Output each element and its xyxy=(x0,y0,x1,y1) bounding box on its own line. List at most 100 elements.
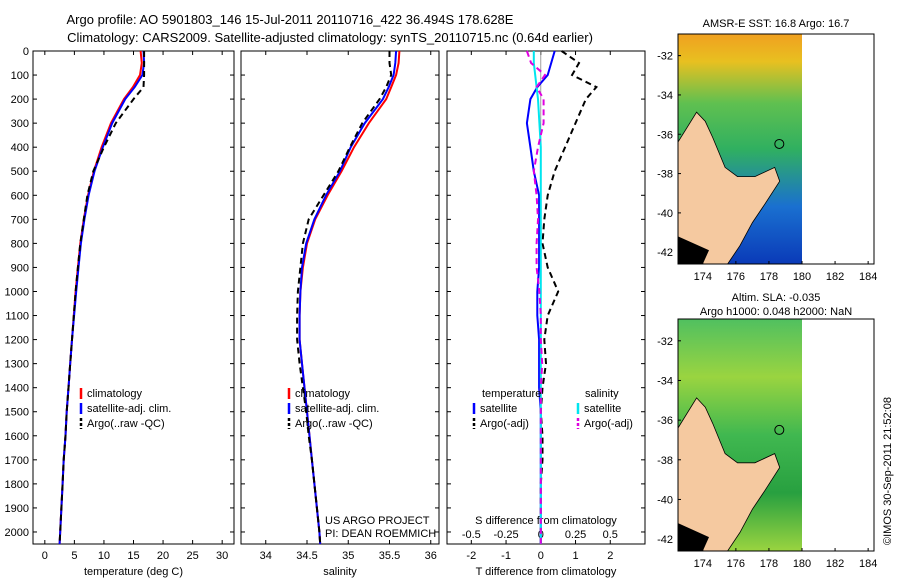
map-xtick-label: 180 xyxy=(793,558,811,570)
ytick-label: 1100 xyxy=(5,311,29,323)
ytick-label: 700 xyxy=(11,214,29,226)
series-salinity-satellite-adj--clim- xyxy=(298,50,398,545)
land-new-zealand xyxy=(677,397,781,552)
map-xtick-label: 184 xyxy=(859,558,877,570)
map-ytick-label: -42 xyxy=(657,534,673,546)
title-line-2: Climatology: CARS2009. Satellite-adjuste… xyxy=(67,30,593,45)
map-blank-1 xyxy=(802,319,874,551)
legend-label: Argo(..raw -QC) xyxy=(87,418,165,430)
series-temperature-argo---raw--qc- xyxy=(58,51,146,545)
ytick-label: 1800 xyxy=(5,479,29,491)
xtick-top-label: 0.5 xyxy=(603,529,618,541)
ytick-label: 0 xyxy=(23,46,29,58)
legend-label: Argo(-adj) xyxy=(584,418,633,430)
map-subtitle-1: Argo h1000: 0.048 h2000: NaN xyxy=(700,306,852,318)
ytick-label: 600 xyxy=(11,190,29,202)
xtick-label-difference: 0 xyxy=(538,550,544,562)
series-salinity-argo---raw--qc- xyxy=(296,51,393,545)
ytick-label: 1000 xyxy=(5,286,29,298)
map-ytick-label: -32 xyxy=(657,336,673,348)
map-blank-0 xyxy=(802,34,874,264)
map-ytick-label: -32 xyxy=(657,51,673,63)
panel-frame-difference xyxy=(446,50,646,545)
xtick-label-salinity: 35.5 xyxy=(379,550,400,562)
xtick-label-salinity: 34.5 xyxy=(296,550,317,562)
ytick-label: 1700 xyxy=(5,455,29,467)
ytick-label: 1600 xyxy=(5,431,29,443)
map-xtick-label: 176 xyxy=(727,271,745,283)
ytick-label: 1900 xyxy=(5,503,29,515)
land-new-zealand xyxy=(677,111,781,265)
legend-header: temperature xyxy=(482,388,541,400)
ytick-label: 300 xyxy=(11,118,29,130)
xtick-top-label: -0.25 xyxy=(494,529,519,541)
xlabel-salinity: salinity xyxy=(323,566,357,578)
map-frame-1 xyxy=(677,318,875,552)
xtick-label-temperature: 5 xyxy=(71,550,77,562)
xtick-label-temperature: 30 xyxy=(216,550,228,562)
series-difference-t-argo--adj- xyxy=(539,50,599,544)
xtick-label-difference: -2 xyxy=(466,550,476,562)
ytick-label: 1300 xyxy=(5,359,29,371)
map-xtick-label: 178 xyxy=(760,271,778,283)
ytick-label: 2000 xyxy=(5,527,29,539)
xtick-top-label: 0.25 xyxy=(565,529,586,541)
map-xtick-label: 174 xyxy=(694,558,712,570)
legend-label: Argo(-adj) xyxy=(480,418,529,430)
ytick-label: 100 xyxy=(11,70,29,82)
series-salinity-climatology xyxy=(298,50,401,545)
map-ytick-label: -38 xyxy=(657,169,673,181)
map-ytick-label: -34 xyxy=(657,90,673,102)
map-ytick-label: -40 xyxy=(657,208,673,220)
xtick-label-difference: -1 xyxy=(501,550,511,562)
xtick-label-salinity: 36 xyxy=(425,550,437,562)
series-temperature-satellite-adj--clim- xyxy=(58,50,146,545)
legend-label: Argo(..raw -QC) xyxy=(295,418,373,430)
argo-location-marker xyxy=(774,424,785,435)
legend-header: salinity xyxy=(585,388,619,400)
ytick-label: 1200 xyxy=(5,335,29,347)
map-xtick-label: 182 xyxy=(826,558,844,570)
legend-label: satellite-adj. clim. xyxy=(87,403,171,415)
xlabel-temperature: temperature (deg C) xyxy=(84,566,183,578)
ytick-label: 1400 xyxy=(5,383,29,395)
map-ytick-label: -42 xyxy=(657,247,673,259)
xtick-label-difference: 1 xyxy=(572,550,578,562)
xtick-label-temperature: 20 xyxy=(157,550,169,562)
map-title-1: Altim. SLA: -0.035 xyxy=(732,292,821,304)
legend-label: climatology xyxy=(87,388,143,400)
xtick-label-temperature: 25 xyxy=(186,550,198,562)
map-ytick-label: -40 xyxy=(657,494,673,506)
ytick-label: 200 xyxy=(11,94,29,106)
project-annotation: US ARGO PROJECT xyxy=(325,515,430,527)
title-line-1: Argo profile: AO 5901803_146 15-Jul-2011… xyxy=(66,12,514,27)
map-xtick-label: 178 xyxy=(760,558,778,570)
map-title-0: AMSR-E SST: 16.8 Argo: 16.7 xyxy=(703,18,850,30)
series-temperature-climatology xyxy=(58,50,143,545)
ytick-label: 1500 xyxy=(5,407,29,419)
map-xtick-label: 180 xyxy=(793,271,811,283)
map-xtick-label: 184 xyxy=(859,271,877,283)
xtick-label-salinity: 34 xyxy=(260,550,272,562)
land-south-island xyxy=(678,236,709,264)
xtick-label-temperature: 15 xyxy=(127,550,139,562)
xtick-label-temperature: 0 xyxy=(42,550,48,562)
argo-location-marker xyxy=(774,138,785,149)
panel-frame-salinity xyxy=(240,50,440,545)
project-annotation: PI: DEAN ROEMMICH xyxy=(325,528,436,540)
xtick-top-label: -0.5 xyxy=(462,529,481,541)
ytick-label: 800 xyxy=(11,238,29,250)
map-xtick-label: 176 xyxy=(727,558,745,570)
credit-text: ©IMOS 30-Sep-2011 21:52:08 xyxy=(882,397,894,545)
legend-label: satellite xyxy=(480,403,517,415)
map-ytick-label: -36 xyxy=(657,415,673,427)
series-difference-s-argo--adj- xyxy=(525,50,547,544)
map-frame-0 xyxy=(677,33,875,265)
map-xtick-label: 174 xyxy=(694,271,712,283)
land-south-island xyxy=(678,523,709,551)
ytick-label: 400 xyxy=(11,142,29,154)
ytick-label: 900 xyxy=(11,262,29,274)
xtick-label-salinity: 35 xyxy=(342,550,354,562)
map-xtick-label: 182 xyxy=(826,271,844,283)
